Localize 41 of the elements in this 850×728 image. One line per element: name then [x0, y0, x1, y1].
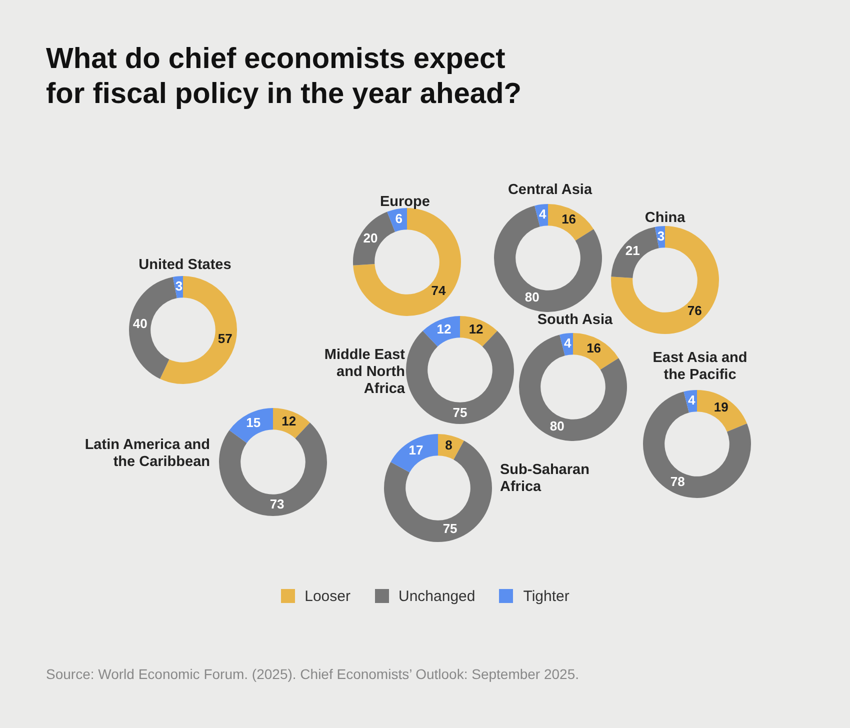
text: Latin America and the Caribbean	[84, 437, 210, 471]
data-label: 21	[625, 243, 640, 258]
data-label: 78	[670, 474, 685, 490]
data-label: 4	[538, 206, 547, 222]
data-label: 17	[408, 442, 424, 458]
data-label: 4	[688, 392, 696, 408]
data-label: 12	[282, 413, 296, 428]
data-label: 40	[132, 316, 148, 332]
data-label: 12	[436, 321, 452, 336]
data-label: 3	[175, 278, 183, 294]
source-note: Source: World Economic Forum. (2025). Chief Economists’ Outlook: September 2025.	[46, 666, 580, 682]
text: Sub-Saharan Africa	[500, 462, 590, 496]
data-label: 6	[395, 211, 403, 226]
data-label: 76	[687, 303, 702, 318]
text: What do chief economists expect for fiscal policy in the year ahead?	[46, 42, 522, 112]
legend-label: Looser	[304, 588, 350, 605]
chart-title: China	[644, 210, 686, 227]
data-label: 4	[564, 336, 572, 351]
data-label: 57	[218, 331, 232, 346]
text: Middle East and North Africa	[323, 347, 405, 398]
data-label: 75	[442, 521, 458, 536]
chart-title: East Asia and the Pacific	[652, 350, 748, 384]
data-label: 16	[586, 340, 602, 356]
data-label: 80	[550, 418, 564, 434]
data-label: 8	[445, 438, 452, 453]
data-label: 3	[657, 228, 665, 244]
data-label: 15	[246, 415, 261, 430]
chart-title: Europe	[379, 194, 431, 211]
data-label: 80	[524, 290, 540, 305]
data-label: 75	[452, 404, 468, 420]
legend-label: Tighter	[522, 588, 570, 605]
chart-title: South Asia	[536, 312, 614, 329]
data-label: 12	[468, 321, 484, 336]
data-label: 74	[431, 283, 446, 298]
data-label: 19	[714, 400, 728, 415]
legend-label: Unchanged	[398, 588, 476, 605]
data-label: 73	[270, 496, 284, 512]
chart-title: Central Asia	[506, 182, 594, 199]
data-label: 16	[562, 212, 576, 227]
chart-title: United States	[138, 257, 232, 274]
data-label: 20	[363, 230, 378, 246]
